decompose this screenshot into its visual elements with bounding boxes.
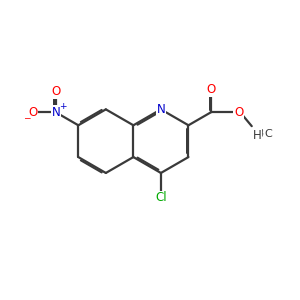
Text: N: N [157, 103, 165, 116]
Text: N: N [52, 106, 60, 119]
Text: O: O [28, 106, 38, 119]
Text: O: O [207, 83, 216, 96]
Text: O: O [51, 85, 61, 98]
Text: +: + [58, 102, 66, 111]
Text: 3: 3 [259, 129, 264, 138]
Text: O: O [234, 106, 243, 118]
Text: −: − [23, 113, 30, 122]
Text: H: H [255, 129, 264, 139]
Text: H: H [253, 128, 262, 142]
Text: Cl: Cl [155, 191, 167, 205]
Text: C: C [264, 129, 272, 139]
